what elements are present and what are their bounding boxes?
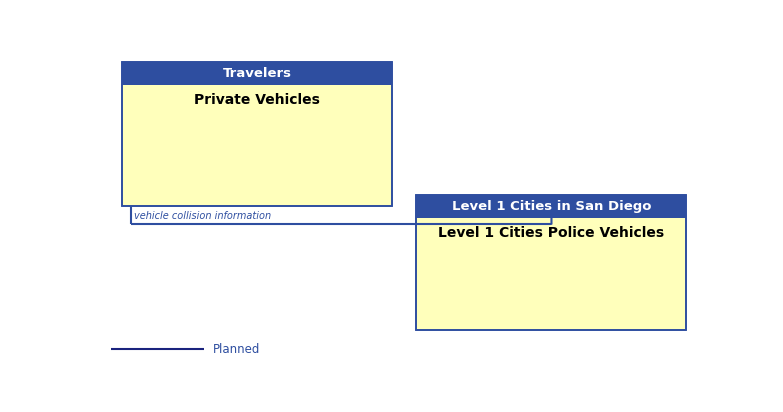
Bar — [122, 62, 392, 206]
Text: Travelers: Travelers — [222, 67, 291, 80]
Text: Planned: Planned — [213, 343, 261, 356]
Bar — [417, 195, 687, 218]
Text: Private Vehicles: Private Vehicles — [194, 93, 320, 107]
Bar — [122, 62, 392, 85]
Text: Level 1 Cities Police Vehicles: Level 1 Cities Police Vehicles — [438, 226, 665, 240]
Bar — [417, 195, 687, 330]
Bar — [122, 62, 392, 206]
Text: vehicle collision information: vehicle collision information — [135, 211, 272, 221]
Bar — [417, 195, 687, 330]
Text: Level 1 Cities in San Diego: Level 1 Cities in San Diego — [452, 200, 651, 213]
